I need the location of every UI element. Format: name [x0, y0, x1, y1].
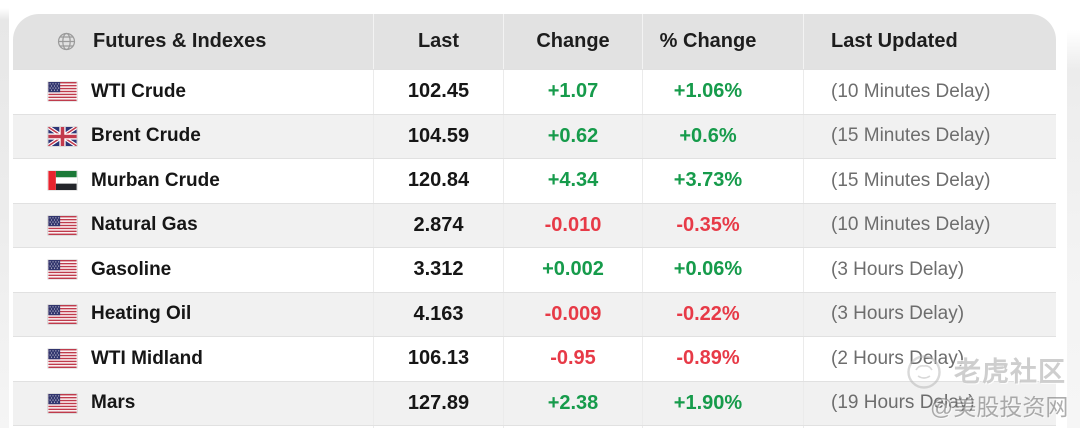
futures-indexes-table: Futures & Indexes Last Change % Change L…	[13, 14, 1056, 428]
last-updated-delay: (15 Minutes Delay)	[803, 159, 1056, 203]
last-price: 104.59	[373, 114, 503, 158]
page-edge-left	[0, 0, 9, 428]
change-value: +1.07	[503, 70, 642, 114]
instrument-name: Gasoline	[91, 258, 172, 280]
last-price: 2.874	[373, 203, 503, 247]
change-value: +0.002	[503, 248, 642, 292]
column-header-futures-indexes[interactable]: Futures & Indexes	[13, 14, 373, 69]
last-price: 120.84	[373, 159, 503, 203]
table-row[interactable]: Natural Gas 2.874 -0.010 -0.35% (10 Minu…	[13, 202, 1056, 247]
country-flag-icon	[48, 349, 77, 368]
instrument-name: Heating Oil	[91, 303, 192, 325]
change-value: -0.95	[503, 337, 642, 381]
change-value: +2.38	[503, 381, 642, 425]
change-value: +4.34	[503, 159, 642, 203]
percent-change-value: -0.89%	[642, 337, 803, 381]
column-header-change[interactable]: Change	[503, 14, 642, 69]
last-updated-delay: (10 Minutes Delay)	[803, 203, 1056, 247]
change-value: -0.009	[503, 292, 642, 336]
last-updated-delay: (10 Minutes Delay)	[803, 70, 1056, 114]
last-price	[373, 426, 503, 428]
country-flag-icon	[48, 171, 77, 190]
last-price: 3.312	[373, 248, 503, 292]
instrument-name: Brent Crude	[91, 125, 201, 147]
percent-change-value: +3.73%	[642, 159, 803, 203]
last-updated-delay: (19 Hours Delay)	[803, 381, 1056, 425]
country-flag-icon	[48, 127, 77, 146]
last-updated-delay: (3 Hours Delay)	[803, 248, 1056, 292]
change-value: +0.62	[503, 114, 642, 158]
table-row[interactable]	[13, 425, 1056, 428]
column-header-label: Futures & Indexes	[93, 30, 267, 52]
instrument-name: Mars	[91, 392, 136, 414]
table-row[interactable]: Gasoline 3.312 +0.002 +0.06% (3 Hours De…	[13, 247, 1056, 292]
last-updated-delay	[803, 426, 1056, 428]
table-row[interactable]: WTI Midland 106.13 -0.95 -0.89% (2 Hours…	[13, 336, 1056, 381]
table-row[interactable]: Mars 127.89 +2.38 +1.90% (19 Hours Delay…	[13, 380, 1056, 425]
table-row[interactable]: Murban Crude 120.84 +4.34 +3.73% (15 Min…	[13, 158, 1056, 203]
instrument-name: Natural Gas	[91, 214, 198, 236]
percent-change-value: +1.90%	[642, 381, 803, 425]
instrument-name: Murban Crude	[91, 169, 220, 191]
table-header-row: Futures & Indexes Last Change % Change L…	[13, 14, 1056, 69]
change-value: -0.010	[503, 203, 642, 247]
country-flag-icon	[48, 305, 77, 324]
change-value	[503, 426, 642, 428]
table-row[interactable]: Brent Crude 104.59 +0.62 +0.6% (15 Minut…	[13, 113, 1056, 158]
last-updated-delay: (3 Hours Delay)	[803, 292, 1056, 336]
country-flag-icon	[48, 82, 77, 101]
column-header-percent-change[interactable]: % Change	[642, 14, 803, 69]
table-row[interactable]: WTI Crude 102.45 +1.07 +1.06% (10 Minute…	[13, 69, 1056, 114]
country-flag-icon	[48, 260, 77, 279]
globe-icon	[57, 32, 76, 51]
last-price: 106.13	[373, 337, 503, 381]
column-header-last-updated[interactable]: Last Updated	[803, 14, 1056, 69]
last-updated-delay: (15 Minutes Delay)	[803, 114, 1056, 158]
last-price: 127.89	[373, 381, 503, 425]
percent-change-value: -0.35%	[642, 203, 803, 247]
percent-change-value: +0.6%	[642, 114, 803, 158]
percent-change-value: +1.06%	[642, 70, 803, 114]
country-flag-icon	[48, 394, 77, 413]
last-price: 102.45	[373, 70, 503, 114]
table-body: WTI Crude 102.45 +1.07 +1.06% (10 Minute…	[13, 69, 1056, 428]
table-row[interactable]: Heating Oil 4.163 -0.009 -0.22% (3 Hours…	[13, 291, 1056, 336]
percent-change-value	[642, 426, 803, 428]
page-edge-right	[1067, 0, 1080, 428]
percent-change-value: -0.22%	[642, 292, 803, 336]
column-header-last[interactable]: Last	[373, 14, 503, 69]
country-flag-icon	[48, 216, 77, 235]
instrument-name: WTI Crude	[91, 80, 186, 102]
last-updated-delay: (2 Hours Delay)	[803, 337, 1056, 381]
instrument-name: WTI Midland	[91, 347, 203, 369]
percent-change-value: +0.06%	[642, 248, 803, 292]
last-price: 4.163	[373, 292, 503, 336]
